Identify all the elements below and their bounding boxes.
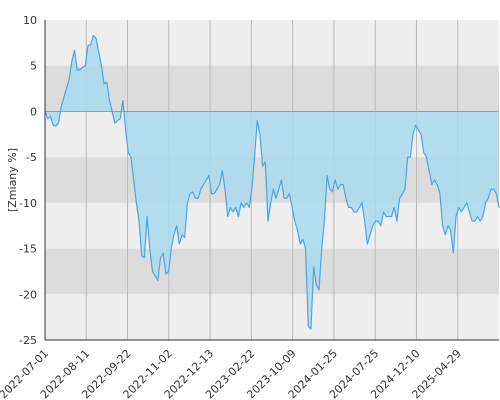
y-tick-label: -15: [19, 243, 37, 256]
y-tick-label: 10: [23, 14, 37, 27]
series-line: [44, 34, 500, 330]
background-band: [45, 248, 499, 295]
y-tick-label: 0: [30, 105, 37, 118]
y-tick-label: 5: [30, 60, 37, 73]
y-tick-label: -10: [19, 197, 37, 210]
y-tick-label: -5: [26, 151, 37, 164]
background-band: [45, 202, 499, 249]
axes: [44, 20, 499, 341]
y-axis-label: [Zmiany %]: [6, 148, 19, 212]
background-band: [45, 294, 499, 340]
y-tick-label: -25: [19, 334, 37, 347]
background-band: [45, 20, 499, 66]
x-tick-labels: 2022-07-012022-08-112022-09-222022-11-02…: [0, 347, 464, 400]
series-layer: [44, 34, 500, 330]
series-area: [45, 35, 499, 330]
y-tick-label: -20: [19, 288, 37, 301]
y-tick-labels: 10 5 0 -5 -10 -15 -20 -25: [19, 14, 37, 347]
background-band: [45, 65, 499, 112]
